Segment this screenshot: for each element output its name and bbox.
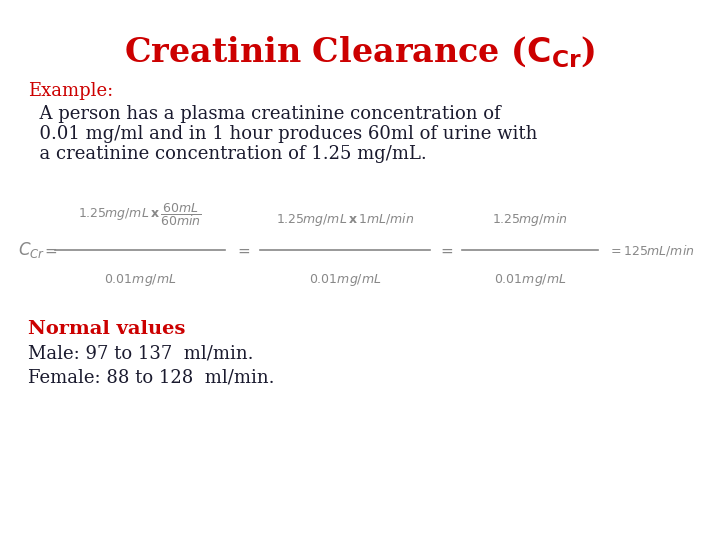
Text: Female: 88 to 128  ml/min.: Female: 88 to 128 ml/min. xyxy=(28,368,274,386)
Text: 0.01 mg/ml and in 1 hour produces 60ml of urine with: 0.01 mg/ml and in 1 hour produces 60ml o… xyxy=(28,125,537,143)
Text: A person has a plasma creatinine concentration of: A person has a plasma creatinine concent… xyxy=(28,105,500,123)
Text: $0.01mg/mL$: $0.01mg/mL$ xyxy=(309,272,382,288)
Text: $=$: $=$ xyxy=(438,242,454,258)
Text: $=$: $=$ xyxy=(235,242,251,258)
Text: $=125mL/min$: $=125mL/min$ xyxy=(608,242,695,258)
Text: a creatinine concentration of 1.25 mg/mL.: a creatinine concentration of 1.25 mg/mL… xyxy=(28,145,427,163)
Text: Normal values: Normal values xyxy=(28,320,185,338)
Text: $1.25mg/mL\,\mathbf{x}\,\dfrac{60mL}{60min}$: $1.25mg/mL\,\mathbf{x}\,\dfrac{60mL}{60m… xyxy=(78,201,202,228)
Text: $\mathit{C_{Cr}}$: $\mathit{C_{Cr}}$ xyxy=(18,240,45,260)
Text: $=$: $=$ xyxy=(42,242,58,258)
Text: $0.01mg/mL$: $0.01mg/mL$ xyxy=(104,272,176,288)
Text: Male: 97 to 137  ml/min.: Male: 97 to 137 ml/min. xyxy=(28,345,253,363)
Text: Creatinin Clearance ($\mathbf{C_{Cr}}$): Creatinin Clearance ($\mathbf{C_{Cr}}$) xyxy=(125,35,595,70)
Text: $1.25mg/mL\,\mathbf{x}\,1mL/min$: $1.25mg/mL\,\mathbf{x}\,1mL/min$ xyxy=(276,211,414,228)
Text: $0.01mg/mL$: $0.01mg/mL$ xyxy=(494,272,566,288)
Text: $1.25mg/min$: $1.25mg/min$ xyxy=(492,211,568,228)
Text: Example:: Example: xyxy=(28,82,113,100)
